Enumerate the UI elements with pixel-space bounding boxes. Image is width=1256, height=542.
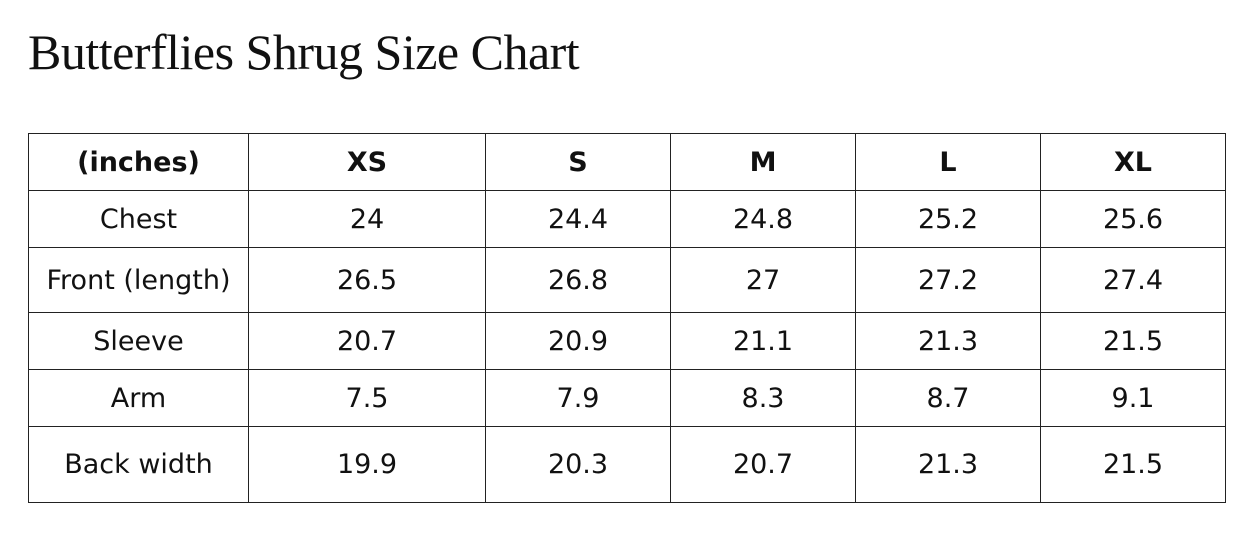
table-header-row: (inches) XS S M L XL <box>28 133 1226 191</box>
header-cell-m: M <box>670 133 856 191</box>
table-row: Sleeve 20.7 20.9 21.1 21.3 21.5 <box>28 312 1226 370</box>
table-row: Chest 24 24.4 24.8 25.2 25.6 <box>28 190 1226 248</box>
row-label-chest: Chest <box>28 190 249 248</box>
table-cell: 25.6 <box>1040 190 1226 248</box>
table-cell: 21.3 <box>855 312 1041 370</box>
table-cell: 25.2 <box>855 190 1041 248</box>
table-cell: 8.3 <box>670 369 856 427</box>
table-cell: 21.5 <box>1040 312 1226 370</box>
table-row: Front (length) 26.5 26.8 27 27.2 27.4 <box>28 247 1226 313</box>
table-cell: 7.5 <box>248 369 486 427</box>
row-label-front-length: Front (length) <box>28 247 249 313</box>
table-cell: 8.7 <box>855 369 1041 427</box>
table-cell: 24.4 <box>485 190 671 248</box>
table-cell: 19.9 <box>248 426 486 503</box>
header-cell-s: S <box>485 133 671 191</box>
table-cell: 27.4 <box>1040 247 1226 313</box>
table-cell: 27.2 <box>855 247 1041 313</box>
table-cell: 21.5 <box>1040 426 1226 503</box>
table-cell: 26.8 <box>485 247 671 313</box>
header-cell-xs: XS <box>248 133 486 191</box>
table-row: Back width 19.9 20.3 20.7 21.3 21.5 <box>28 426 1226 503</box>
table-cell: 9.1 <box>1040 369 1226 427</box>
header-cell-unit: (inches) <box>28 133 249 191</box>
table-cell: 27 <box>670 247 856 313</box>
header-cell-xl: XL <box>1040 133 1226 191</box>
table-cell: 20.3 <box>485 426 671 503</box>
table-row: Arm 7.5 7.9 8.3 8.7 9.1 <box>28 369 1226 427</box>
table-cell: 21.1 <box>670 312 856 370</box>
table-cell: 24.8 <box>670 190 856 248</box>
row-label-back-width: Back width <box>28 426 249 503</box>
header-cell-l: L <box>855 133 1041 191</box>
row-label-arm: Arm <box>28 369 249 427</box>
row-label-sleeve: Sleeve <box>28 312 249 370</box>
table-cell: 20.7 <box>248 312 486 370</box>
table-cell: 26.5 <box>248 247 486 313</box>
table-cell: 7.9 <box>485 369 671 427</box>
table-cell: 24 <box>248 190 486 248</box>
size-chart-table: (inches) XS S M L XL Chest 24 24.4 24.8 … <box>28 133 1226 503</box>
table-cell: 20.9 <box>485 312 671 370</box>
table-cell: 21.3 <box>855 426 1041 503</box>
page-title: Butterflies Shrug Size Chart <box>28 24 580 80</box>
table-cell: 20.7 <box>670 426 856 503</box>
